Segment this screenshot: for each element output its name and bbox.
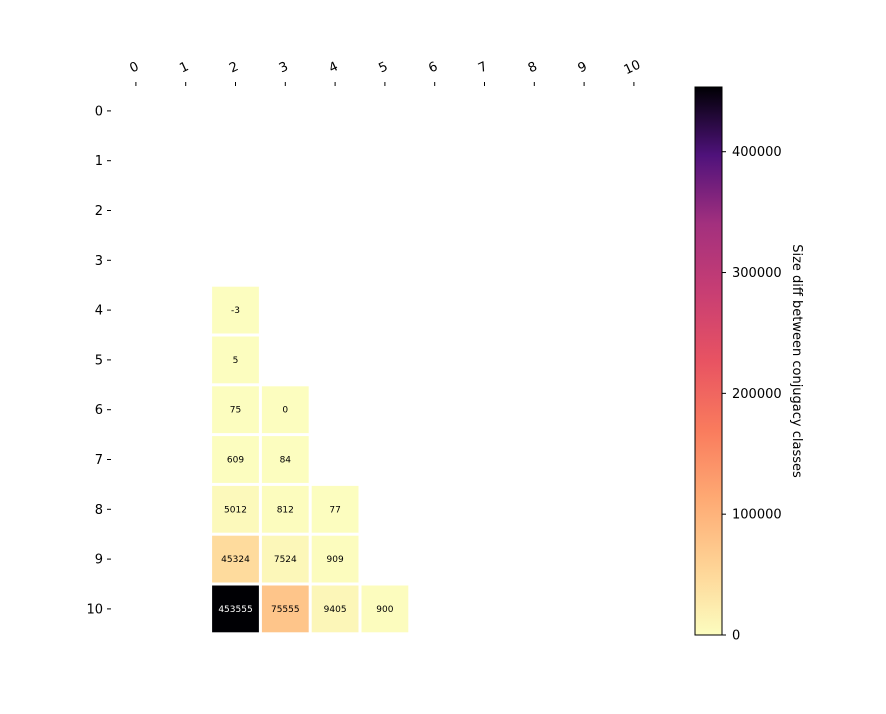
- cell-value-label: 812: [277, 505, 294, 515]
- colorbar-ticks: 0 100000 200000 300000 400000: [722, 145, 782, 644]
- cell-value-label: 77: [329, 505, 340, 515]
- heatmap-cell: [311, 585, 359, 633]
- y-tick-label: 0: [95, 104, 103, 119]
- heatmap-cell: [212, 386, 259, 434]
- heatmap-cell: [212, 485, 259, 533]
- x-axis-ticks: 0 1 2 3 4 5 6 7 8 9 10: [127, 58, 643, 86]
- x-tick-label: 1: [177, 59, 191, 76]
- colorbar-tick-label: 400000: [732, 145, 782, 160]
- y-tick-label: 7: [95, 453, 103, 468]
- x-tick-label: 6: [426, 59, 440, 76]
- y-tick-label: 5: [95, 353, 103, 368]
- cell-value-label: 609: [227, 456, 244, 466]
- cell-value-label: 75555: [271, 605, 300, 615]
- colorbar-tick-label: 300000: [732, 266, 782, 281]
- y-tick-label: 3: [95, 254, 103, 269]
- y-tick-label: 1: [95, 154, 103, 169]
- cell-value-label: 453555: [218, 605, 252, 615]
- x-tick-label: 9: [576, 59, 590, 76]
- heatmap-cell: [261, 535, 309, 583]
- cell-value-label: 84: [280, 456, 292, 466]
- heatmap-cell: [212, 535, 259, 583]
- heatmap-cell: [212, 336, 259, 384]
- y-tick-label: 2: [95, 204, 103, 219]
- cell-value-label: 7524: [274, 555, 297, 565]
- y-tick-label: 4: [95, 304, 103, 319]
- x-tick-label: 5: [376, 59, 390, 76]
- x-tick-label: 0: [127, 59, 141, 76]
- heatmap-cell: [212, 286, 259, 334]
- x-tick-label: 4: [327, 59, 341, 76]
- cell-value-label: 9405: [324, 605, 347, 615]
- colorbar-label: Size diff between conjugacy classes: [789, 244, 804, 478]
- y-tick-label: 8: [95, 503, 103, 518]
- x-tick-label: 10: [622, 58, 643, 79]
- heatmap-cell: [311, 535, 359, 583]
- colorbar: 0 100000 200000 300000 400000 Size diff betw…: [694, 86, 804, 644]
- heatmap-cell: [311, 485, 359, 533]
- cell-value-label: 0: [282, 406, 288, 416]
- cell-value-label: 900: [376, 605, 393, 615]
- heatmap-cell: [261, 585, 309, 633]
- y-tick-label: 9: [95, 553, 103, 568]
- heatmap-cell: [261, 386, 309, 434]
- x-tick-label: 3: [277, 59, 291, 76]
- colorbar-tick-label: 100000: [732, 508, 782, 523]
- x-tick-label: 8: [526, 59, 540, 76]
- y-axis-ticks: 0 1 2 3 4 5 6 7 8 9 10: [86, 104, 111, 617]
- x-tick-label: 2: [227, 59, 241, 76]
- cell-value-label: 5: [233, 356, 239, 366]
- cell-value-label: 45324: [221, 555, 250, 565]
- x-tick-label: 7: [476, 59, 490, 76]
- heatmap-cell: [212, 585, 259, 633]
- heatmap-cell: [212, 436, 259, 483]
- heatmap-cell: [261, 485, 309, 533]
- colorbar-gradient: [694, 86, 723, 636]
- colorbar-tick-label: 0: [732, 629, 740, 644]
- y-tick-label: 6: [95, 403, 103, 418]
- heatmap-cell: [361, 585, 409, 633]
- heatmap-cells: -3 5 75 0 609 84 5012 812 77 45324 7524 909 453555 75…: [212, 286, 409, 633]
- y-tick-label: 10: [86, 602, 103, 617]
- cell-value-label: 75: [230, 406, 241, 416]
- heatmap-cell: [261, 436, 309, 483]
- cell-value-label: 909: [327, 555, 344, 565]
- cell-value-label: -3: [231, 306, 240, 316]
- colorbar-tick-label: 200000: [732, 387, 782, 402]
- cell-value-label: 5012: [224, 505, 247, 515]
